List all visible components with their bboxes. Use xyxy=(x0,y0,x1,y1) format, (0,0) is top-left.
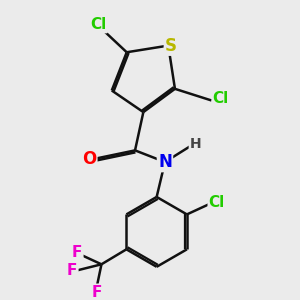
Text: F: F xyxy=(67,263,77,278)
Text: N: N xyxy=(158,153,172,171)
Text: F: F xyxy=(72,245,83,260)
Text: Cl: Cl xyxy=(213,91,229,106)
Text: S: S xyxy=(165,37,177,55)
Text: O: O xyxy=(82,150,96,168)
Text: H: H xyxy=(190,137,201,151)
Text: Cl: Cl xyxy=(90,17,106,32)
Text: F: F xyxy=(91,285,102,300)
Text: Cl: Cl xyxy=(209,195,225,210)
